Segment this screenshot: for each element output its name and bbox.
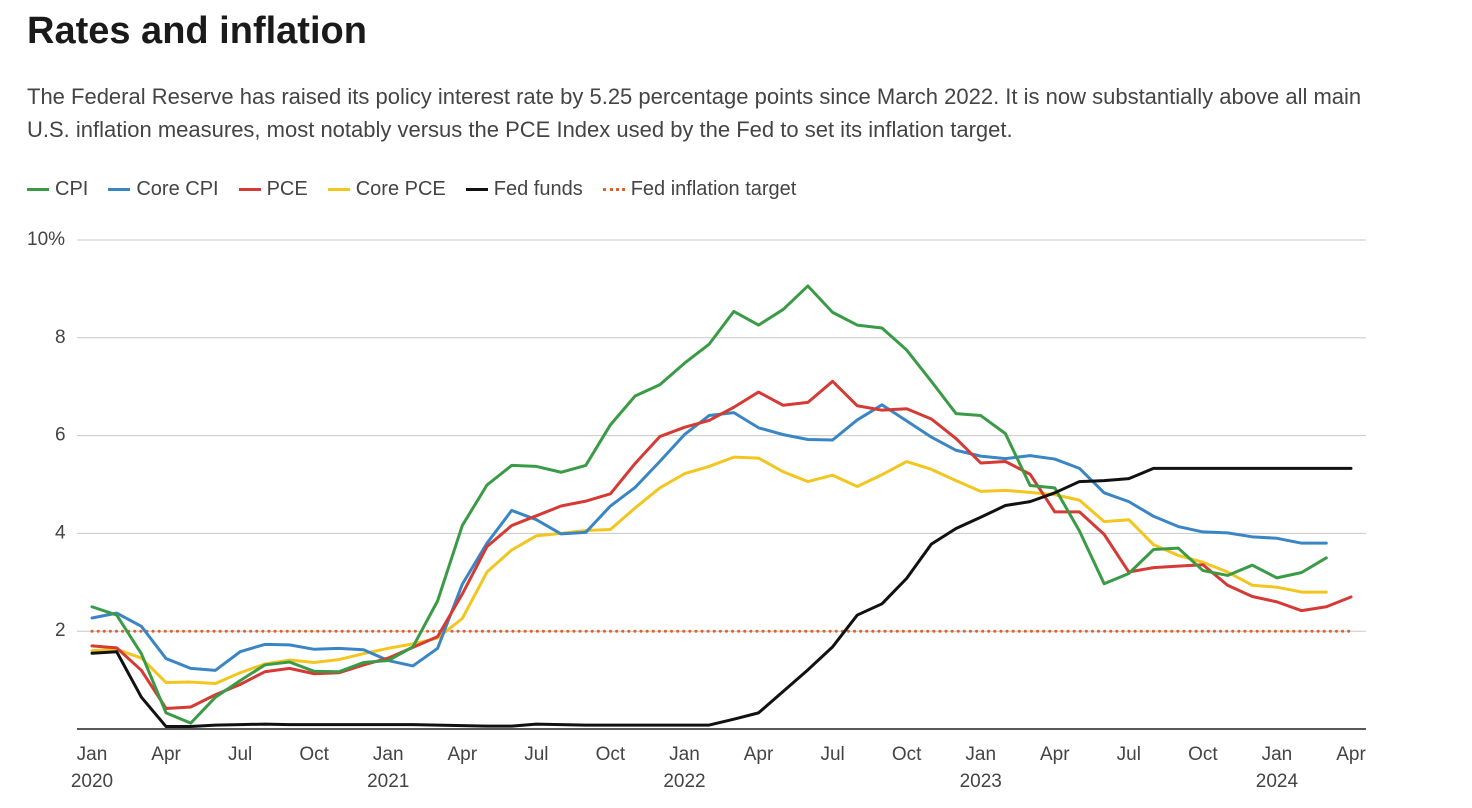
x-tick-label: Jan xyxy=(1262,744,1293,765)
series-line-cpi xyxy=(90,284,1328,725)
x-tick-label: Jul xyxy=(228,744,252,765)
x-tick-year-label: 2022 xyxy=(663,771,705,792)
x-tick-year-label: 2021 xyxy=(367,771,409,792)
legend-swatch-core-pce xyxy=(327,188,350,191)
legend-swatch-pce xyxy=(238,188,261,191)
chart-legend: CPI Core CPI PCE Core PCE Fed funds Fed … xyxy=(27,178,816,201)
series-line-core-pce xyxy=(90,455,1328,686)
x-tick-label: Apr xyxy=(1040,744,1070,765)
legend-label-core-pce: Core PCE xyxy=(355,178,446,200)
legend-swatch-core-cpi xyxy=(108,188,131,191)
x-tick-year-label: 2020 xyxy=(71,771,113,792)
x-tick-label: Oct xyxy=(892,744,922,765)
series-line-core-cpi xyxy=(90,403,1328,672)
series-line-pce xyxy=(90,379,1353,710)
x-tick-label: Oct xyxy=(596,744,626,765)
legend-label-fed-inflation-target: Fed inflation target xyxy=(630,178,797,200)
x-tick-label: Apr xyxy=(744,744,774,765)
x-tick-label: Jan xyxy=(965,744,996,765)
y-tick-label: 10% xyxy=(27,229,65,250)
legend-label-core-cpi: Core CPI xyxy=(136,178,219,200)
series-layer xyxy=(90,284,1353,729)
page-title: Rates and inflation xyxy=(27,10,367,52)
x-tick-label: Oct xyxy=(1188,744,1218,765)
grid-layer xyxy=(77,239,1366,632)
x-tick-label: Jan xyxy=(373,744,404,765)
legend-item-core-cpi: Core CPI xyxy=(108,178,219,201)
y-tick-label: 4 xyxy=(55,522,66,543)
y-tick-label: 8 xyxy=(55,327,66,348)
legend-item-fed-inflation-target: Fed inflation target xyxy=(602,178,797,201)
legend-swatch-fed-inflation-target xyxy=(602,188,625,191)
x-tick-year-label: 2024 xyxy=(1256,771,1299,792)
legend-item-fed-funds: Fed funds xyxy=(465,178,583,201)
legend-item-pce: PCE xyxy=(238,178,308,201)
x-tick-label: Apr xyxy=(151,744,181,765)
x-tick-label: Jan xyxy=(77,744,108,765)
x-tick-label: Jul xyxy=(524,744,548,765)
x-tick-label: Jan xyxy=(669,744,700,765)
legend-label-cpi: CPI xyxy=(55,178,89,200)
y-tick-label: 2 xyxy=(55,620,66,641)
chart-subtitle: The Federal Reserve has raised its polic… xyxy=(27,84,1362,142)
x-tick-label: Apr xyxy=(1336,744,1366,765)
series-line-fed-funds xyxy=(90,466,1353,729)
y-tick-label: 6 xyxy=(55,425,66,446)
legend-item-core-pce: Core PCE xyxy=(327,178,446,201)
legend-swatch-fed-funds xyxy=(465,188,488,191)
x-tick-label: Oct xyxy=(299,744,329,765)
axis-layer: 2 4 6 8 10% Jan 2020 Apr Jul Oct Jan 2021 Apr Jul Oct J… xyxy=(27,229,1366,792)
x-tick-label: Jul xyxy=(1117,744,1141,765)
legend-label-fed-funds: Fed funds xyxy=(493,178,583,200)
x-tick-label: Jul xyxy=(820,744,844,765)
legend-swatch-cpi xyxy=(27,188,49,191)
x-tick-label: Apr xyxy=(448,744,478,765)
legend-item-cpi: CPI xyxy=(27,178,88,201)
legend-label-pce: PCE xyxy=(266,178,308,200)
x-tick-year-label: 2023 xyxy=(960,771,1002,792)
